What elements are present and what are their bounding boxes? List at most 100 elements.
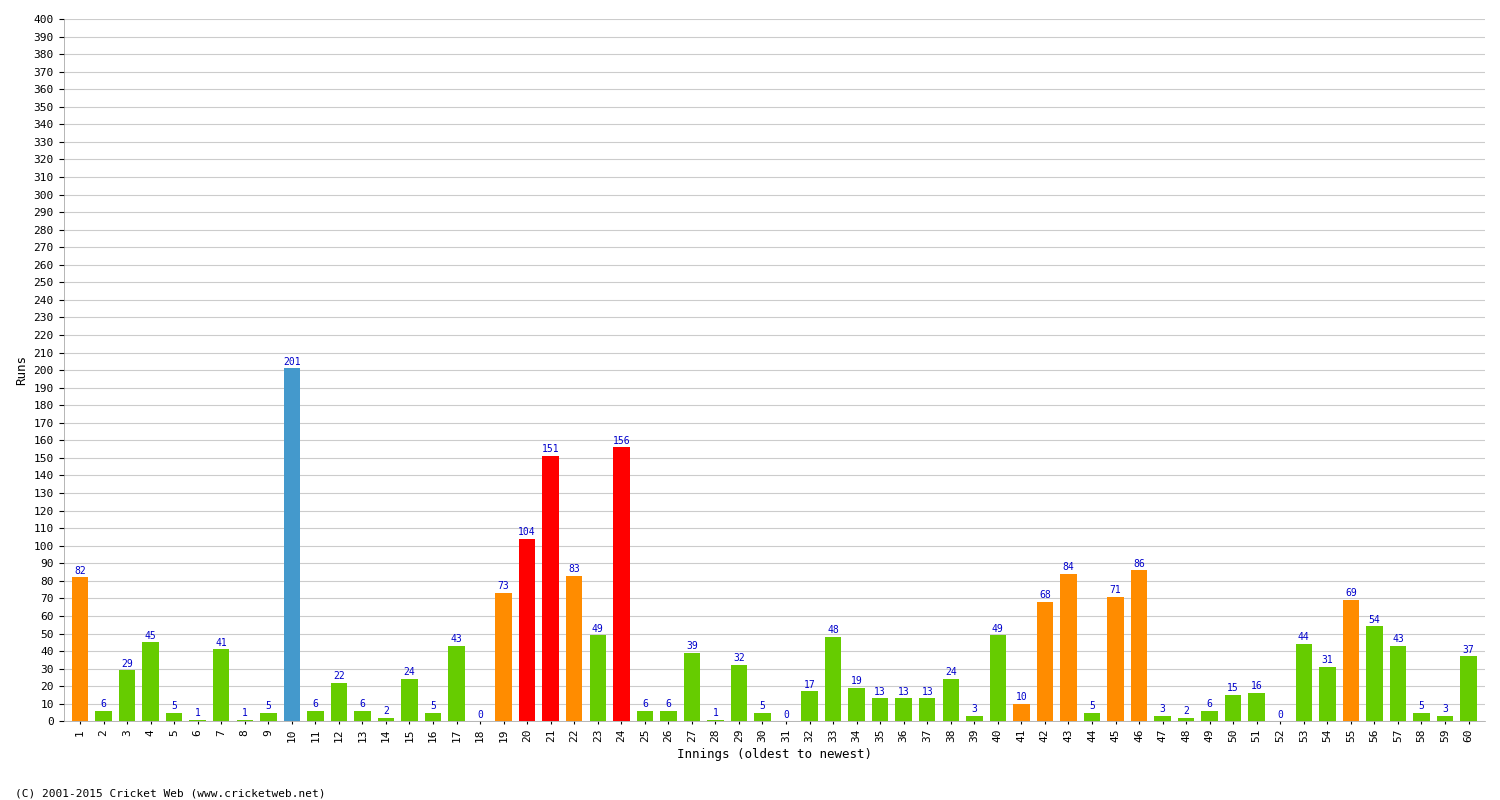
Text: 6: 6 — [312, 699, 318, 709]
Text: 49: 49 — [992, 623, 1004, 634]
Bar — [849, 688, 865, 722]
Text: 1: 1 — [712, 708, 718, 718]
Bar — [920, 698, 936, 722]
Text: 3: 3 — [1442, 704, 1448, 714]
Bar — [189, 719, 206, 722]
Text: 10: 10 — [1016, 692, 1028, 702]
Bar — [1202, 710, 1218, 722]
Bar — [566, 575, 582, 722]
Text: 3: 3 — [1160, 704, 1166, 714]
Bar — [519, 538, 536, 722]
Bar — [706, 719, 723, 722]
Bar — [142, 642, 159, 722]
Text: 31: 31 — [1322, 655, 1334, 665]
Bar — [684, 653, 700, 722]
Bar — [1318, 667, 1335, 722]
Text: 0: 0 — [477, 710, 483, 719]
Text: 48: 48 — [827, 626, 839, 635]
Bar — [730, 665, 747, 722]
Text: 68: 68 — [1040, 590, 1052, 600]
Text: 82: 82 — [74, 566, 86, 575]
Bar — [871, 698, 888, 722]
Text: 84: 84 — [1062, 562, 1074, 572]
Bar — [1083, 713, 1100, 722]
Text: 17: 17 — [804, 680, 816, 690]
Text: 39: 39 — [686, 641, 698, 651]
Y-axis label: Runs: Runs — [15, 355, 28, 385]
Bar — [96, 710, 112, 722]
Bar — [1366, 626, 1383, 722]
Text: 32: 32 — [734, 654, 746, 663]
Bar — [636, 710, 652, 722]
Bar — [378, 718, 394, 722]
Bar — [1342, 600, 1359, 722]
Bar — [1413, 713, 1430, 722]
Text: 13: 13 — [874, 686, 886, 697]
Bar — [448, 646, 465, 722]
Text: 0: 0 — [1278, 710, 1282, 719]
Text: 151: 151 — [542, 445, 560, 454]
Text: 104: 104 — [519, 527, 536, 537]
Bar — [966, 716, 982, 722]
Bar — [72, 578, 88, 722]
Text: 5: 5 — [1419, 701, 1425, 710]
Bar — [942, 679, 958, 722]
Text: 15: 15 — [1227, 683, 1239, 694]
Bar — [1036, 602, 1053, 722]
Text: 6: 6 — [1206, 699, 1212, 709]
Bar — [1248, 694, 1264, 722]
Text: 6: 6 — [642, 699, 648, 709]
Text: 43: 43 — [1392, 634, 1404, 644]
Text: 1: 1 — [195, 708, 201, 718]
Bar — [400, 679, 417, 722]
Text: 156: 156 — [612, 436, 630, 446]
Bar — [896, 698, 912, 722]
Text: 43: 43 — [450, 634, 462, 644]
Bar — [213, 650, 230, 722]
Bar — [1389, 646, 1406, 722]
Text: 44: 44 — [1298, 632, 1310, 642]
Bar — [801, 691, 818, 722]
Bar — [1226, 695, 1242, 722]
Text: 24: 24 — [404, 667, 416, 678]
Text: 69: 69 — [1346, 589, 1356, 598]
Bar — [1155, 716, 1172, 722]
Text: 1: 1 — [242, 708, 248, 718]
Text: 86: 86 — [1132, 558, 1144, 569]
Bar — [330, 682, 346, 722]
Text: 6: 6 — [100, 699, 106, 709]
Bar — [118, 670, 135, 722]
Bar — [1178, 718, 1194, 722]
Bar — [166, 713, 183, 722]
Text: 201: 201 — [284, 357, 300, 366]
Text: 24: 24 — [945, 667, 957, 678]
Text: 5: 5 — [759, 701, 765, 710]
Bar — [495, 593, 512, 722]
Bar — [754, 713, 771, 722]
Bar — [1296, 644, 1312, 722]
X-axis label: Innings (oldest to newest): Innings (oldest to newest) — [676, 748, 871, 761]
Text: 2: 2 — [382, 706, 388, 716]
Bar — [1461, 656, 1478, 722]
Text: 5: 5 — [171, 701, 177, 710]
Bar — [1437, 716, 1454, 722]
Text: 0: 0 — [783, 710, 789, 719]
Text: 83: 83 — [568, 564, 580, 574]
Bar — [260, 713, 276, 722]
Bar — [825, 637, 842, 722]
Text: 6: 6 — [360, 699, 366, 709]
Text: 5: 5 — [430, 701, 436, 710]
Text: 13: 13 — [921, 686, 933, 697]
Text: 45: 45 — [144, 630, 156, 641]
Text: 71: 71 — [1110, 585, 1122, 595]
Text: 49: 49 — [592, 623, 603, 634]
Text: 16: 16 — [1251, 682, 1263, 691]
Text: 5: 5 — [266, 701, 272, 710]
Bar — [284, 368, 300, 722]
Bar — [1060, 574, 1077, 722]
Bar — [308, 710, 324, 722]
Text: 22: 22 — [333, 671, 345, 681]
Text: 29: 29 — [122, 658, 134, 669]
Text: 5: 5 — [1089, 701, 1095, 710]
Bar — [424, 713, 441, 722]
